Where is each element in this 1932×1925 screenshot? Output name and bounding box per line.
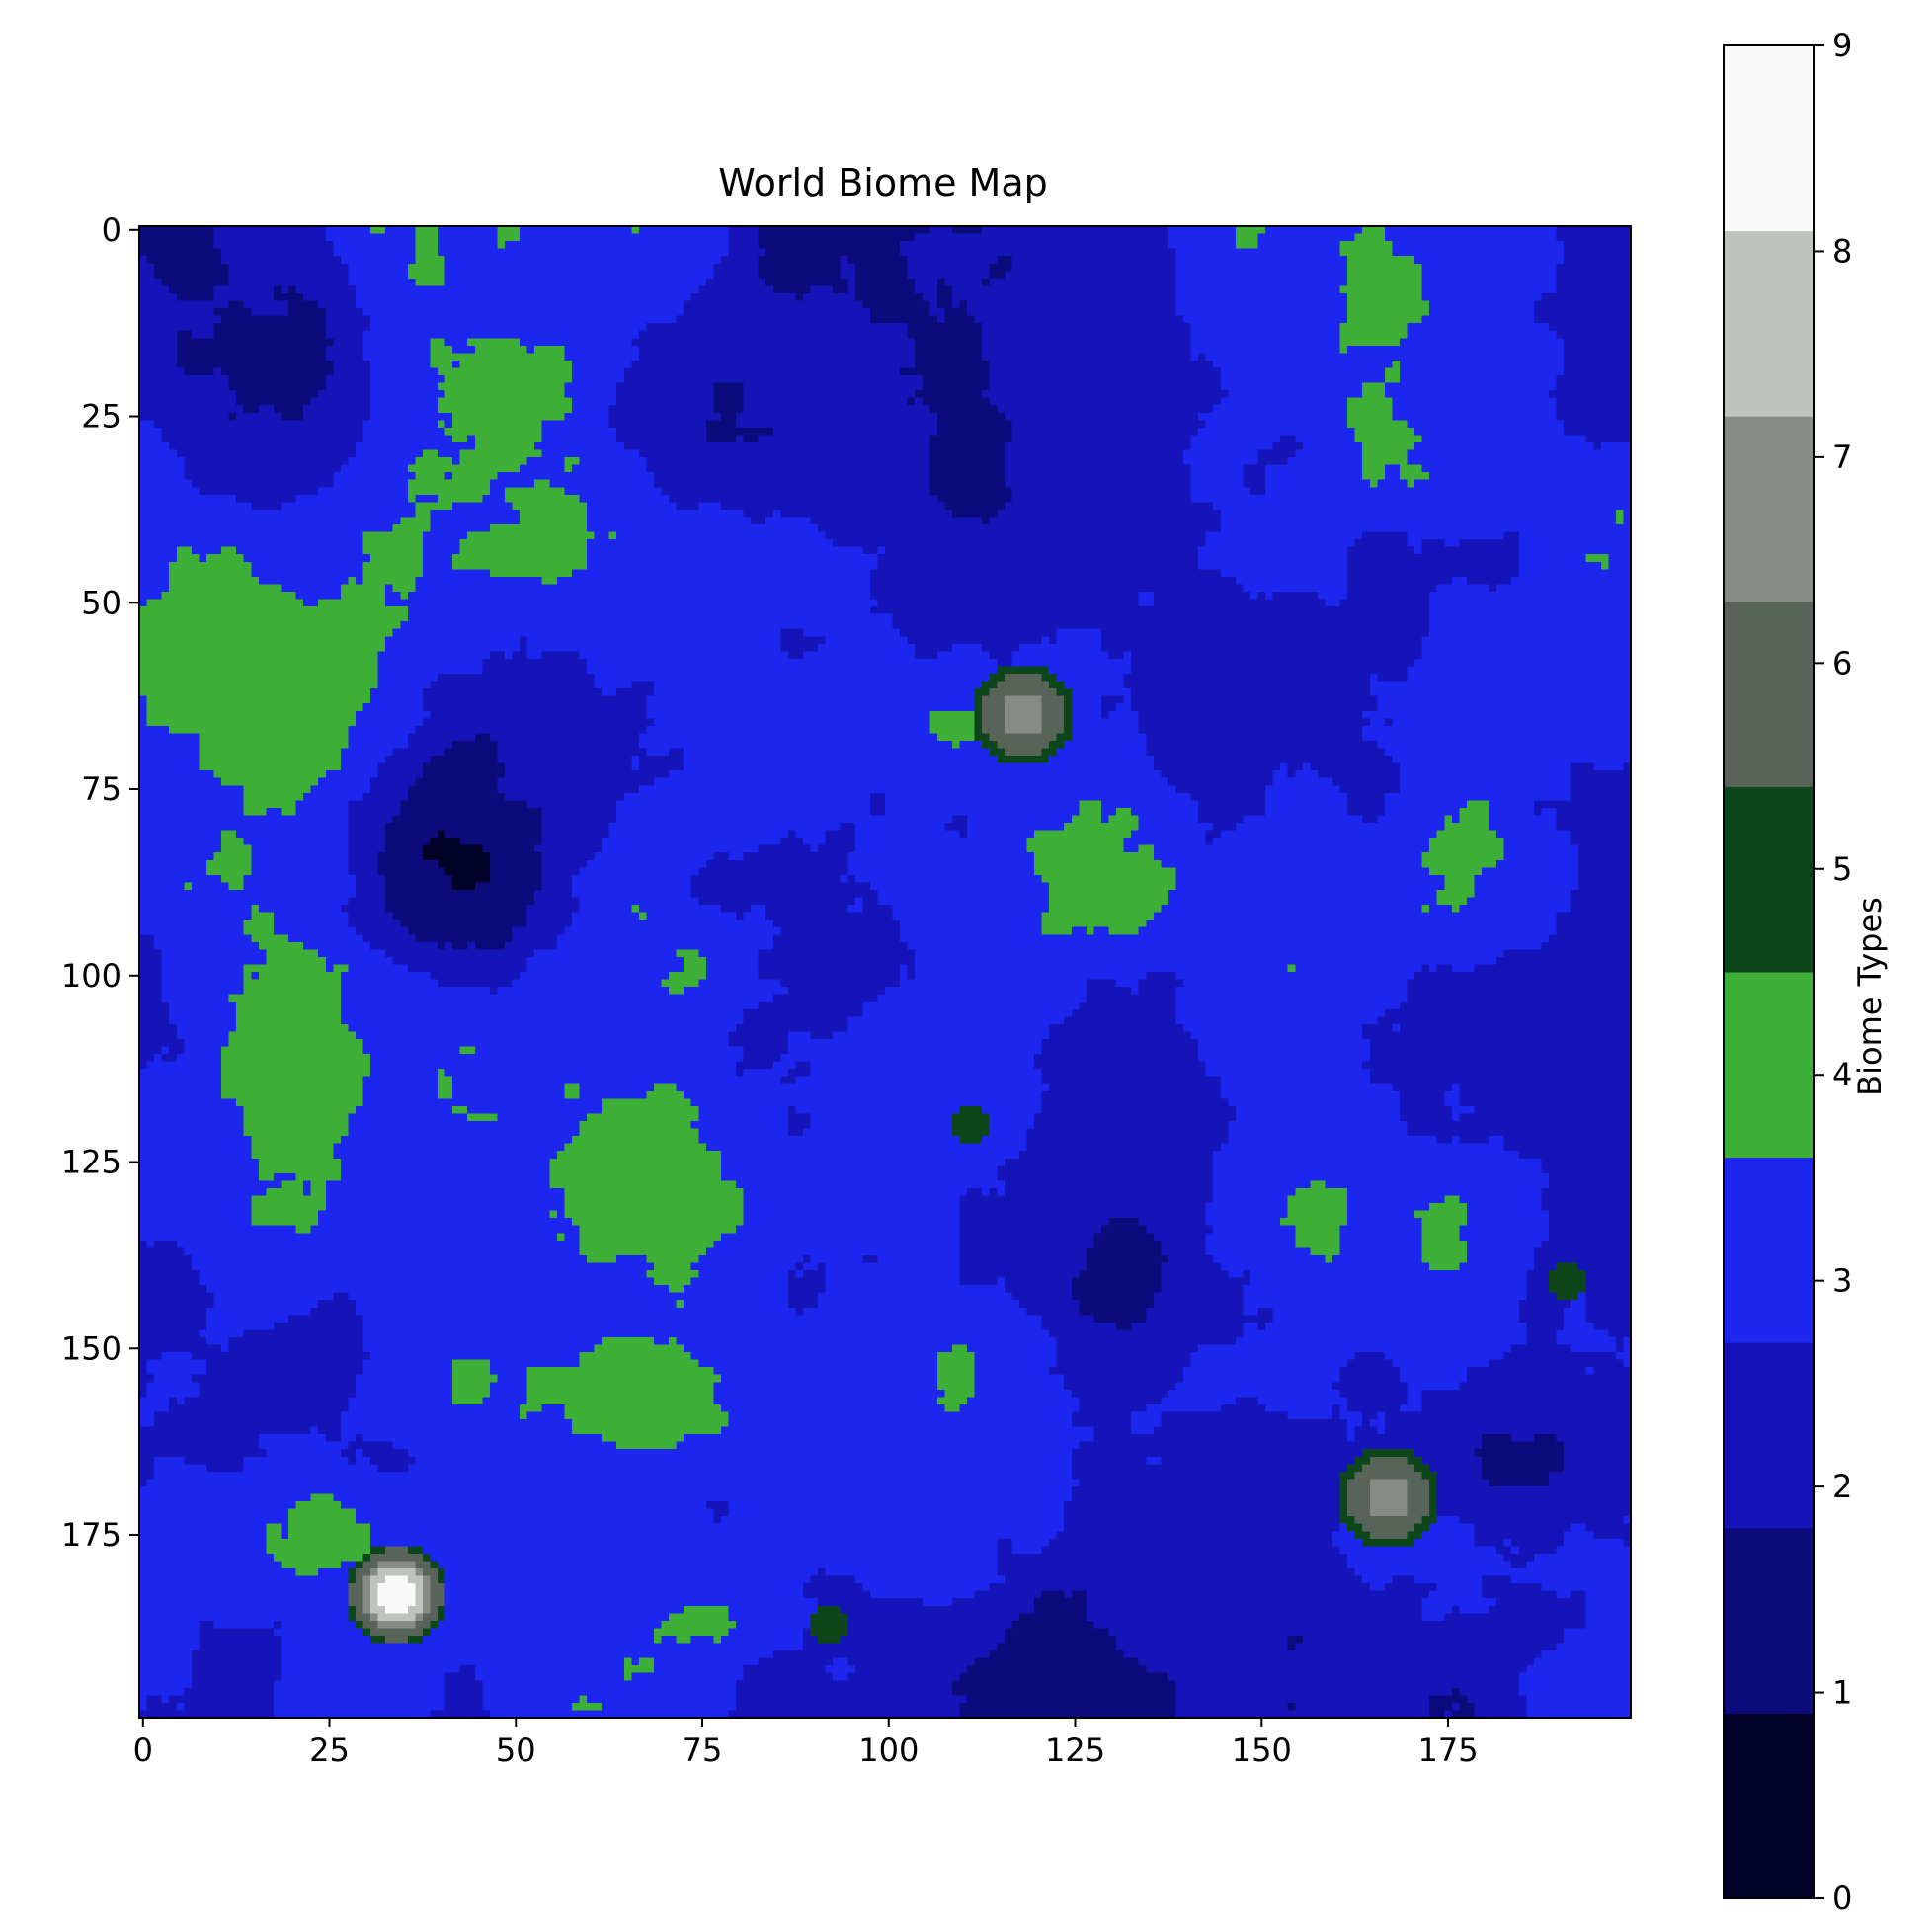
y-tick-label: 0	[102, 211, 121, 249]
y-tick-label: 25	[81, 398, 121, 436]
y-tick-label: 75	[81, 770, 121, 808]
colorbar-segment	[1724, 230, 1814, 417]
colorbar-segment	[1724, 786, 1814, 973]
colorbar-segment	[1724, 972, 1814, 1159]
colorbar-tick-label: 8	[1832, 232, 1852, 270]
y-axis: 0 25 50 75 100 125 150 175	[61, 211, 139, 1554]
colorbar-tick-label: 5	[1832, 850, 1852, 888]
y-tick-label: 125	[61, 1144, 121, 1181]
x-tick-label: 0	[133, 1731, 153, 1769]
colorbar-label: Biome Types	[1851, 897, 1889, 1096]
colorbar-tick-label: 3	[1832, 1262, 1852, 1300]
chart-title: World Biome Map	[718, 161, 1048, 204]
colorbar-segment	[1724, 1157, 1814, 1343]
colorbar-tick-label: 7	[1832, 439, 1852, 476]
x-tick-label: 125	[1045, 1731, 1105, 1769]
colorbar-tick-label: 4	[1832, 1056, 1852, 1093]
y-tick-label: 150	[61, 1329, 121, 1367]
x-tick-label: 150	[1232, 1731, 1292, 1769]
x-tick-label: 100	[858, 1731, 919, 1769]
colorbar-tick-label: 6	[1832, 644, 1852, 682]
colorbar-tick-label: 1	[1832, 1674, 1852, 1712]
colorbar: 0 1 2 3 4 5 6 7 8 9	[1723, 27, 1852, 1917]
colorbar-tick-label: 9	[1832, 27, 1852, 64]
colorbar-segment	[1724, 1342, 1814, 1529]
colorbar-tick-label: 2	[1832, 1468, 1852, 1505]
biome-heatmap	[139, 226, 1631, 1718]
heatmap-image	[139, 226, 1631, 1718]
x-axis: 0 25 50 75 100 125 150 175	[133, 1718, 1479, 1769]
x-tick-label: 25	[309, 1731, 350, 1769]
colorbar-segment	[1724, 416, 1814, 602]
y-tick-label: 50	[81, 584, 121, 621]
colorbar-segment	[1724, 45, 1814, 232]
y-tick-label: 175	[61, 1516, 121, 1554]
colorbar-tick-label: 0	[1832, 1880, 1852, 1917]
x-tick-label: 75	[683, 1731, 723, 1769]
plot-frame	[138, 225, 1632, 1719]
colorbar-frame	[1723, 44, 1815, 1899]
colorbar-segment	[1724, 601, 1814, 787]
x-tick-label: 175	[1417, 1731, 1478, 1769]
colorbar-segment	[1724, 1713, 1814, 1899]
colorbar-segment	[1724, 1527, 1814, 1714]
x-tick-label: 50	[496, 1731, 536, 1769]
y-tick-label: 100	[61, 957, 121, 995]
